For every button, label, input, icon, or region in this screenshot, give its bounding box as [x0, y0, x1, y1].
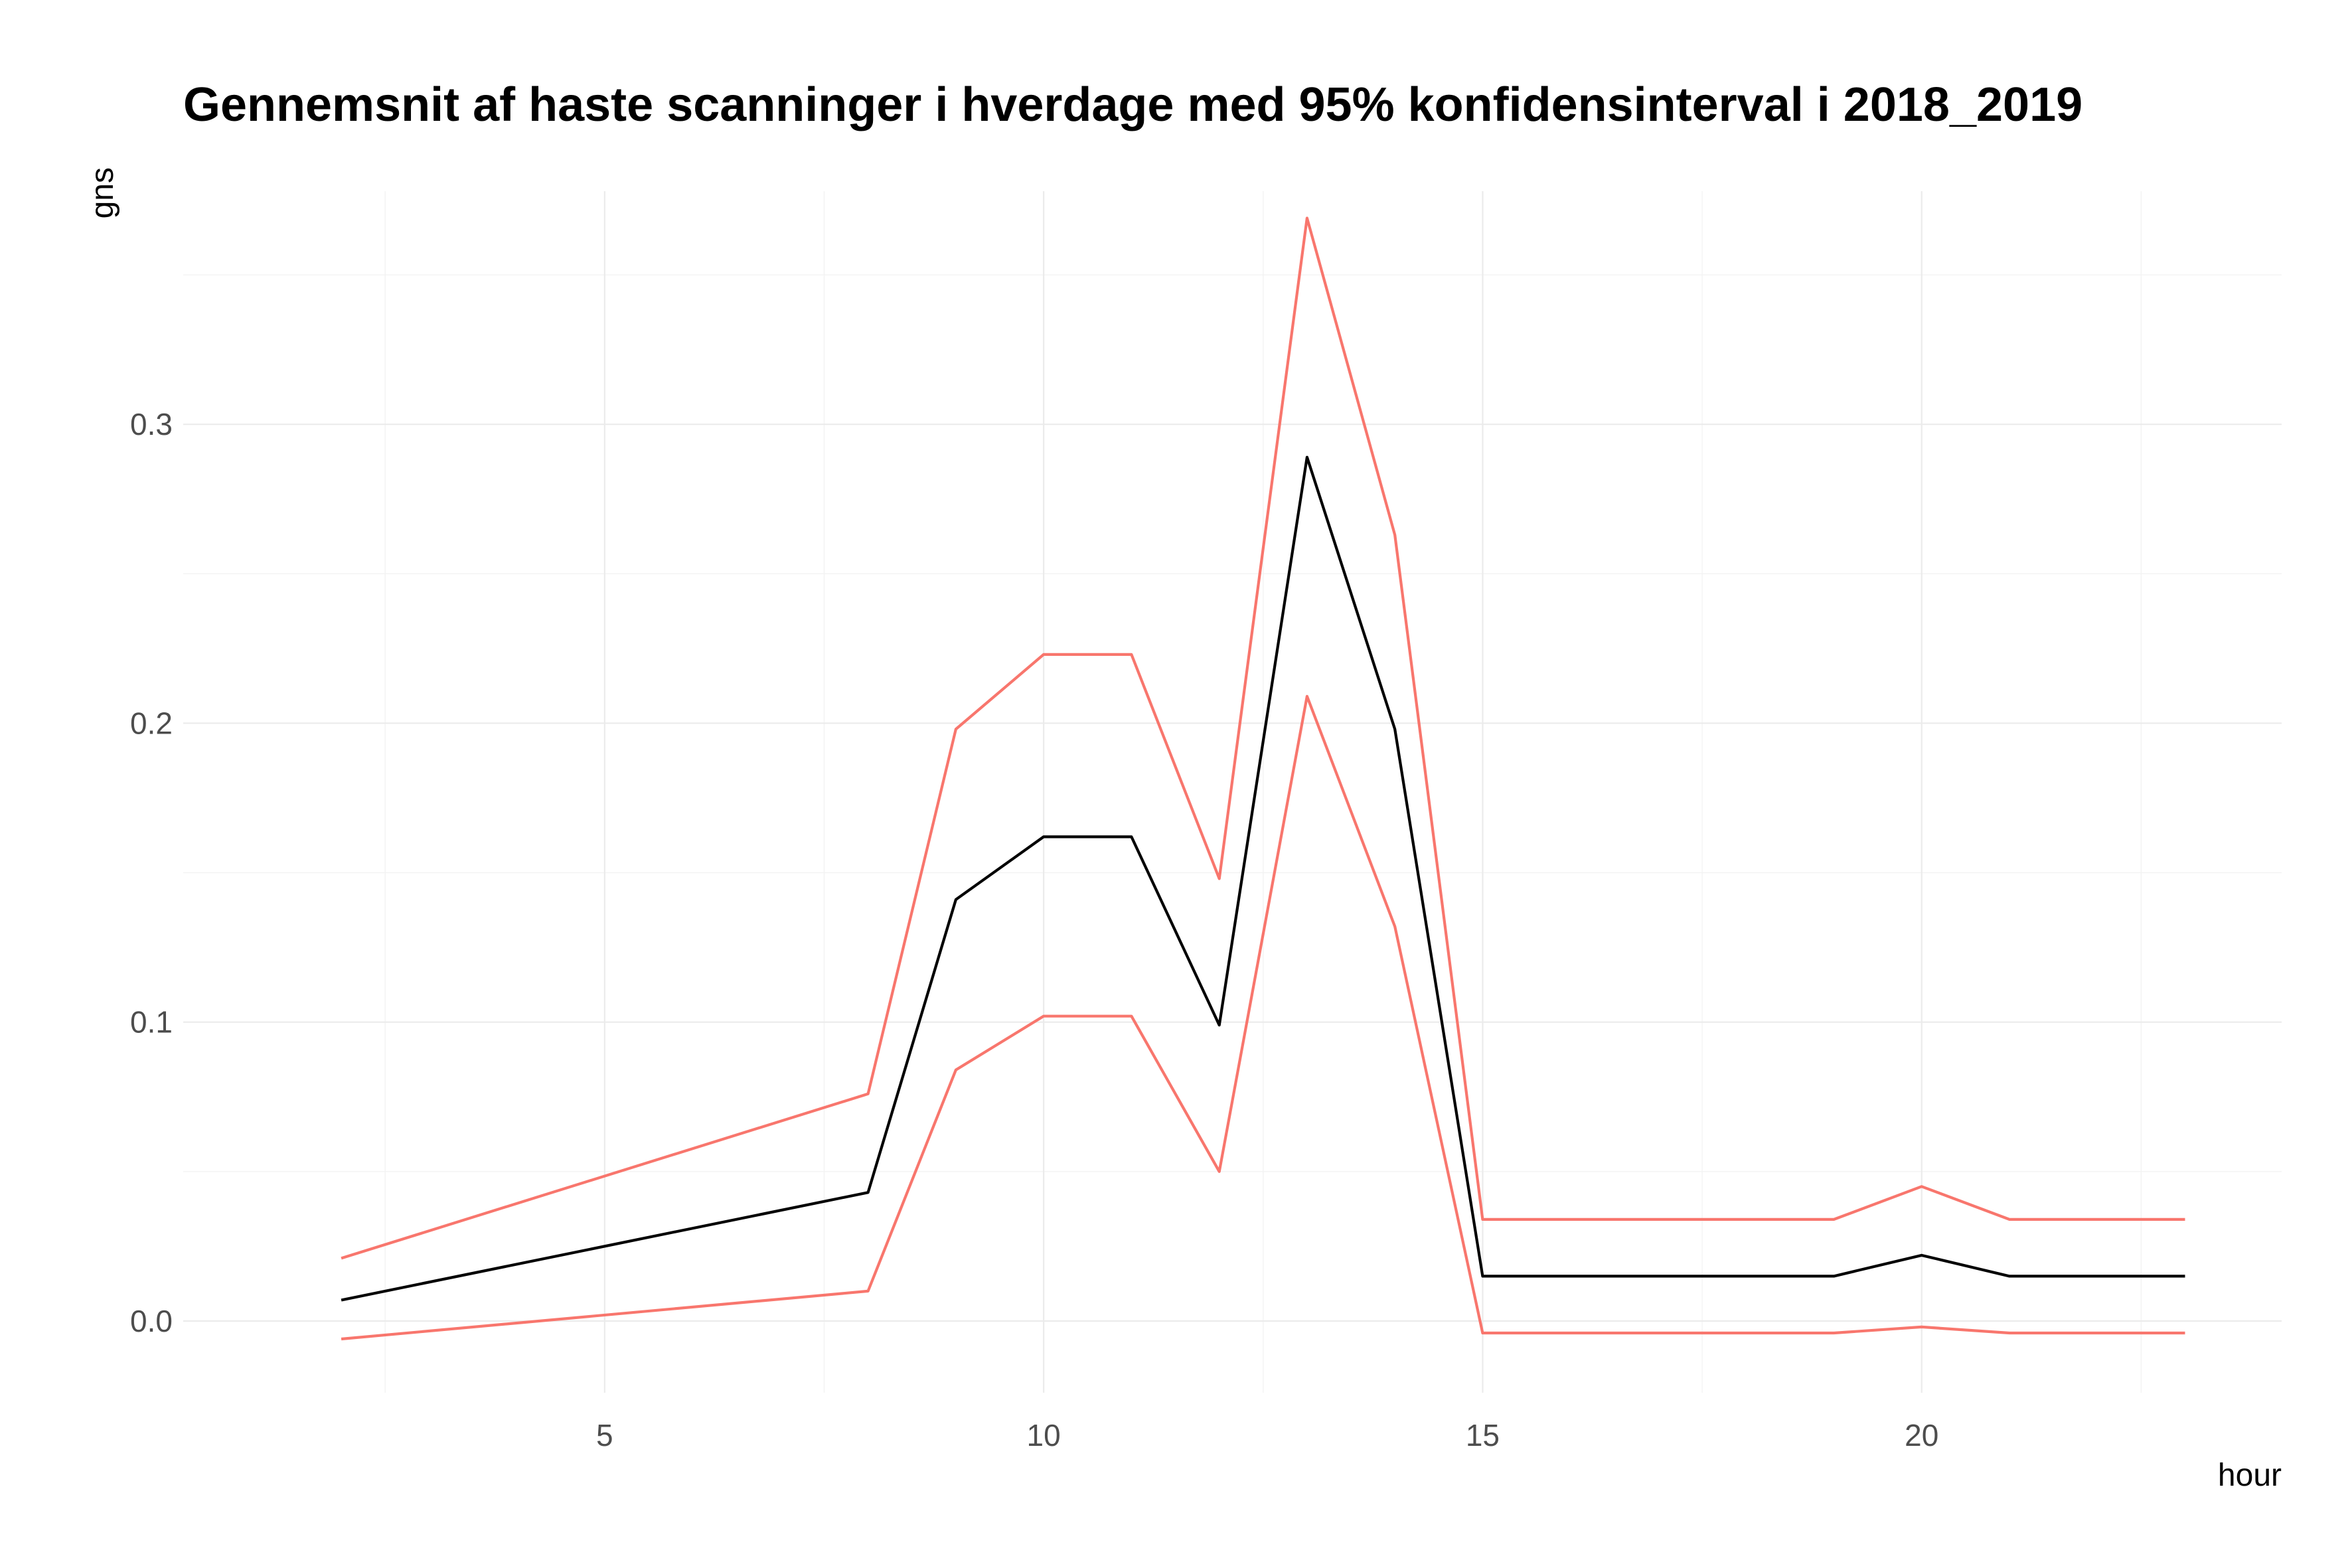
y-tick-label: 0.2 — [130, 706, 173, 740]
y-tick-label: 0.3 — [130, 407, 173, 441]
x-tick-label: 20 — [1905, 1418, 1938, 1452]
y-axis-ticks: 0.0 0.1 0.2 0.3 — [130, 407, 173, 1338]
grid — [183, 191, 2282, 1393]
x-axis-ticks: 5 10 15 20 — [596, 1418, 1938, 1452]
series-line-lower — [341, 694, 2185, 1341]
chart-title: Gennemsnit af haste scanninger i hverdag… — [183, 78, 2082, 131]
x-tick-label: 15 — [1466, 1418, 1500, 1452]
series-line-mean — [341, 455, 2185, 1302]
x-axis-label: hour — [2218, 1458, 2282, 1493]
y-tick-label: 0.1 — [130, 1005, 173, 1040]
series-lines — [341, 216, 2185, 1341]
y-tick-label: 0.0 — [130, 1304, 173, 1338]
series-line-upper — [341, 216, 2185, 1260]
x-tick-label: 10 — [1027, 1418, 1061, 1452]
y-axis-label: gns — [85, 167, 120, 218]
x-tick-label: 5 — [596, 1418, 613, 1452]
